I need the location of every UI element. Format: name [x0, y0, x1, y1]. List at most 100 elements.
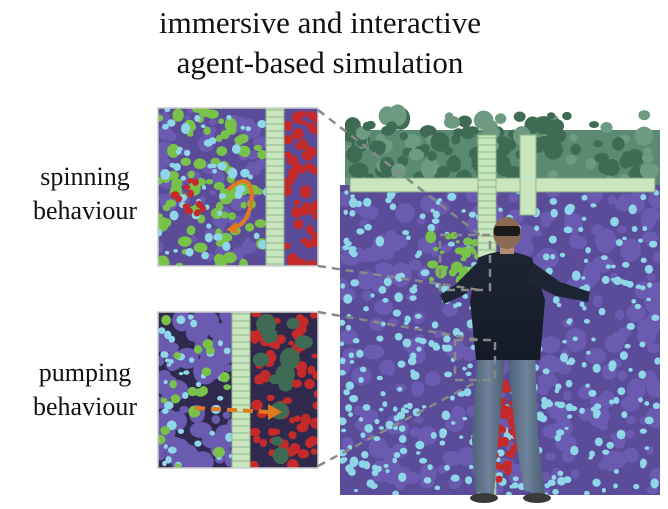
inset-pumping-frame	[157, 311, 319, 469]
membrane-protein	[362, 121, 372, 131]
cyan-agent	[468, 464, 474, 470]
red-agent	[500, 436, 510, 447]
red-agent	[306, 261, 315, 266]
cyan-agent	[340, 357, 346, 365]
cyan-agent	[427, 223, 435, 232]
cyan-agent	[370, 482, 378, 490]
red-agent	[310, 417, 318, 429]
membrane-protein	[399, 132, 408, 141]
cyan-agent	[409, 295, 417, 301]
purple-agent	[158, 355, 165, 366]
red-agent	[308, 238, 318, 248]
membrane-protein	[272, 447, 289, 465]
purple-agent	[158, 141, 171, 159]
cyan-agent	[378, 285, 387, 294]
cyan-agent	[622, 261, 630, 268]
spinning-label-line-2: behaviour	[33, 196, 137, 225]
cyan-agent	[468, 211, 476, 218]
red-agent	[249, 333, 261, 343]
red-agent	[293, 219, 304, 230]
cyan-agent	[462, 366, 467, 371]
cyan-agent	[340, 369, 346, 376]
purple-agent	[158, 240, 164, 253]
red-agent	[295, 361, 308, 372]
cyan-agent	[188, 357, 195, 363]
green-agent	[215, 134, 223, 142]
cyan-agent	[349, 209, 356, 217]
red-agent	[310, 448, 318, 455]
membrane-protein	[294, 335, 313, 349]
cyan-agent	[465, 371, 472, 377]
membrane-band	[349, 177, 656, 193]
purple-agent	[647, 342, 660, 354]
cyan-agent	[638, 238, 644, 243]
green-agent	[160, 397, 168, 404]
cyan-agent	[403, 321, 409, 326]
cyan-agent	[235, 185, 246, 193]
membrane-protein	[534, 116, 554, 135]
red-agent	[294, 415, 301, 422]
cyan-agent	[427, 464, 433, 471]
membrane-protein	[346, 145, 363, 164]
purple-agent	[614, 309, 625, 321]
red-agent	[310, 126, 318, 135]
purple-agent	[235, 251, 244, 261]
cyan-agent	[225, 432, 234, 442]
cyan-agent	[342, 245, 349, 251]
green-agent	[455, 240, 460, 244]
cyan-agent	[423, 477, 432, 484]
purple-agent	[508, 192, 519, 203]
cyan-agent	[631, 298, 637, 304]
cyan-agent	[164, 250, 170, 255]
green-agent	[170, 394, 181, 404]
cyan-agent	[348, 197, 358, 208]
purple-agent	[211, 415, 221, 424]
cyan-agent	[213, 233, 223, 241]
vr-user-figure	[440, 217, 590, 503]
red-agent	[293, 116, 303, 125]
membrane-protein	[593, 140, 603, 148]
purple-agent	[353, 405, 364, 416]
cyan-agent	[444, 371, 453, 378]
cyan-agent	[554, 401, 560, 407]
cyan-agent	[162, 460, 167, 467]
rotation-arrowhead-icon	[226, 222, 238, 234]
cyan-agent	[392, 490, 400, 495]
right-leg	[508, 350, 545, 496]
green-agent	[460, 246, 472, 259]
purple-agent	[222, 411, 231, 419]
purple-agent	[381, 234, 403, 253]
cyan-agent	[364, 224, 372, 231]
green-agent	[193, 345, 203, 354]
cyan-agent	[547, 479, 556, 487]
cyan-agent	[348, 247, 356, 256]
cyan-agent	[223, 347, 231, 355]
green-agent	[218, 232, 233, 243]
cyan-agent	[345, 404, 353, 412]
cyan-agent	[639, 428, 647, 434]
green-agent	[179, 236, 192, 246]
cyan-agent	[203, 139, 213, 147]
cyan-agent	[345, 324, 352, 331]
cyan-agent	[451, 421, 456, 425]
cyan-agent	[350, 194, 355, 199]
cyan-agent	[201, 185, 207, 190]
membrane-protein	[570, 143, 582, 155]
membrane-protein	[634, 126, 654, 146]
red-agent	[312, 401, 318, 410]
red-agent	[195, 200, 203, 209]
cyan-agent	[600, 255, 608, 261]
red-agent	[170, 191, 180, 199]
red-agent	[253, 435, 261, 444]
purple-agent	[395, 202, 415, 223]
purple-agent	[598, 460, 609, 471]
cyan-agent	[554, 387, 560, 394]
purple-agent	[569, 236, 588, 250]
green-agent	[186, 225, 196, 236]
cyan-agent	[465, 476, 473, 485]
left-leg	[472, 350, 505, 496]
membrane-protein	[619, 155, 632, 169]
red-agent	[297, 449, 310, 459]
red-agent	[297, 139, 308, 151]
purple-agent	[636, 327, 657, 345]
